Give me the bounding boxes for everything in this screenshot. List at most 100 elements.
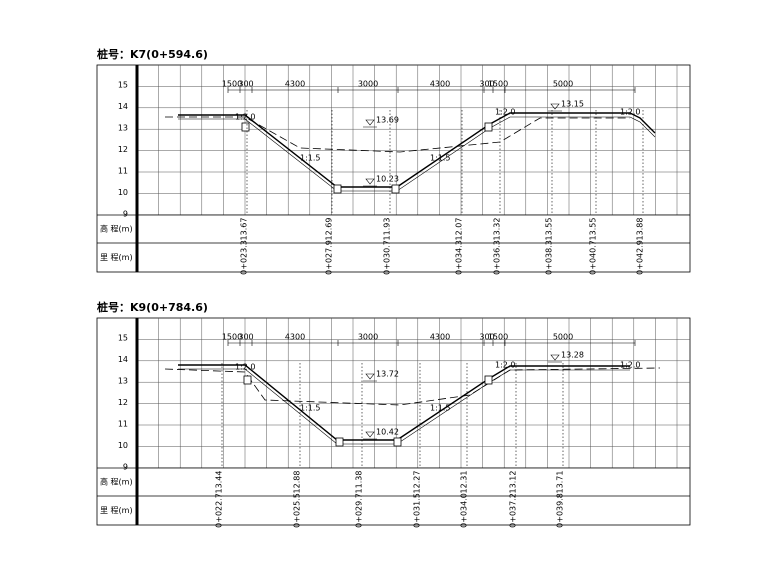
slope-label: 1:2.0 <box>495 108 516 117</box>
y-label: 14 <box>118 102 128 111</box>
level-mark <box>363 373 377 382</box>
wall-block <box>335 437 344 447</box>
dim-label: 1500 <box>488 80 508 89</box>
y-label: 15 <box>118 81 128 90</box>
dim-label: 3000 <box>358 333 378 342</box>
mileage: 0+023.3 <box>240 240 249 275</box>
dim-label: 4300 <box>285 80 305 89</box>
wall-block <box>484 375 493 385</box>
mileage: 0+034.0 <box>460 493 469 528</box>
level-label: 13.15 <box>561 100 584 109</box>
elevation: 12.07 <box>455 218 464 241</box>
dim-label: 300 <box>238 80 253 89</box>
elevation: 13.55 <box>545 218 554 241</box>
slope-label: 1:2.0 <box>620 108 641 117</box>
dim-label: 3000 <box>358 80 378 89</box>
mileage: 0+027.9 <box>325 240 334 275</box>
elevation: 13.88 <box>636 218 645 241</box>
dim-label: 1500 <box>222 333 242 342</box>
elevation: 13.71 <box>556 471 565 494</box>
elevation: 12.27 <box>413 471 422 494</box>
ground-line <box>165 116 630 153</box>
dim-label: 5000 <box>553 80 573 89</box>
dim-label: 1500 <box>222 80 242 89</box>
elevation: 11.93 <box>383 218 392 241</box>
level-mark <box>363 178 377 187</box>
y-label: 11 <box>118 167 128 176</box>
mileage: 0+022.7 <box>215 493 224 528</box>
elevation: 12.69 <box>325 218 334 241</box>
frame <box>96 317 691 526</box>
y-label: 11 <box>118 420 128 429</box>
dim-label: 300 <box>238 333 253 342</box>
y-label: 13 <box>118 377 128 386</box>
mileage: 0+029.7 <box>355 493 364 528</box>
elevation: 13.55 <box>589 218 598 241</box>
mileage: 0+031.5 <box>413 493 422 528</box>
elevation: 13.12 <box>509 471 518 494</box>
row-label: 里 程(m) <box>100 506 133 515</box>
y-label: 13 <box>118 124 128 133</box>
mileage: 0+042.9 <box>636 240 645 275</box>
elevation: 12.31 <box>460 471 469 494</box>
slope-label: 1:1.5 <box>300 154 321 163</box>
row-label: 高 程(m) <box>100 224 133 234</box>
cross-section: 桩号：K7(0+594.6) 15 14 13 12 11 10 9 高 程(m) 里 程(m) 1… <box>96 47 691 275</box>
y-label: 9 <box>123 463 128 472</box>
wall-block <box>393 437 402 447</box>
row-label: 高 程(m) <box>100 477 133 487</box>
mileage: 0+039.8 <box>556 493 565 528</box>
elevation: 13.32 <box>493 218 502 241</box>
section-title: 桩号：K7(0+594.6) <box>97 47 208 61</box>
cross-section: 桩号：K9(0+784.6) 15 14 13 12 11 10 9 高 程(m) 里 程(m) 1… <box>96 300 691 528</box>
y-label: 10 <box>118 188 128 197</box>
row-label: 里 程(m) <box>100 253 133 262</box>
frame <box>96 64 691 273</box>
level-label: 13.28 <box>561 351 584 360</box>
level-label: 13.69 <box>376 116 399 125</box>
level-label: 10.23 <box>376 175 399 184</box>
level-mark <box>548 354 562 363</box>
section-title: 桩号：K9(0+784.6) <box>97 300 208 314</box>
mileage: 0+037.2 <box>509 493 518 528</box>
dim-label: 4300 <box>430 80 450 89</box>
y-label: 12 <box>118 145 128 154</box>
slope-label: 1:2.0 <box>620 361 641 370</box>
mileage: 0+034.3 <box>455 240 464 275</box>
ground-line <box>164 367 661 406</box>
y-label: 12 <box>118 398 128 407</box>
slope-label: 1:2.0 <box>235 113 256 122</box>
mileage: 0+025.5 <box>293 493 302 528</box>
mileage: 0+038.3 <box>545 240 554 275</box>
dim-label: 300 <box>479 333 494 342</box>
level-label: 10.42 <box>376 428 399 437</box>
mileage: 0+036.3 <box>493 240 502 275</box>
y-label: 14 <box>118 355 128 364</box>
dim-label: 4300 <box>285 333 305 342</box>
slope-label: 1:1.5 <box>430 154 451 163</box>
slope-label: 1:1.5 <box>430 404 451 413</box>
wall-block <box>391 184 400 194</box>
slope-label: 1:2.0 <box>235 363 256 372</box>
wall-block <box>243 375 252 385</box>
elevation: 12.88 <box>293 471 302 494</box>
y-label: 10 <box>118 441 128 450</box>
level-mark <box>363 119 377 128</box>
y-label: 9 <box>123 210 128 219</box>
y-label: 15 <box>118 334 128 343</box>
dim-label: 5000 <box>553 333 573 342</box>
level-mark <box>548 103 562 112</box>
elevation: 11.38 <box>355 471 364 494</box>
dim-label: 300 <box>479 80 494 89</box>
level-label: 13.72 <box>376 370 399 379</box>
slope-label: 1:2.0 <box>495 361 516 370</box>
channel-lining <box>178 116 656 192</box>
wall-block <box>333 184 342 194</box>
level-mark <box>363 431 377 440</box>
elevation: 13.44 <box>215 471 224 494</box>
wall-block <box>484 122 493 132</box>
slope-label: 1:1.5 <box>300 404 321 413</box>
mileage: 0+030.7 <box>383 240 392 275</box>
